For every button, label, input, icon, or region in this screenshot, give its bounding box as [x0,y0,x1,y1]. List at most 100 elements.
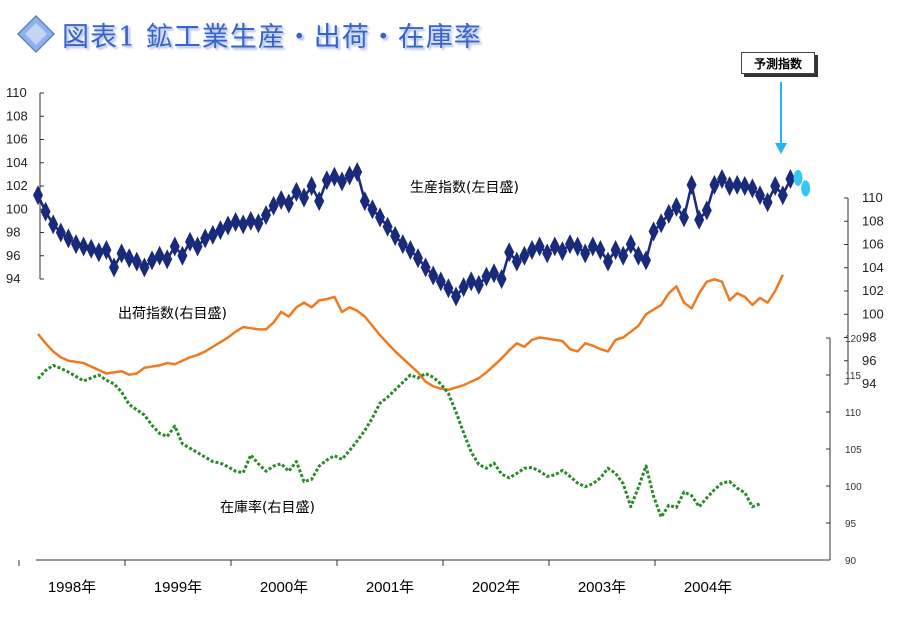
production-point-22 [200,228,211,249]
production-point-4 [63,228,74,249]
left-tick-label-4: 102 [6,178,28,193]
production-point-62 [504,242,515,263]
left-tick-label-2: 98 [6,225,20,240]
right1-tick-label-0: 94 [862,376,876,391]
production-point-61 [496,269,507,289]
production-point-80 [641,250,651,271]
x-tick-label-6: 2004年 [684,579,732,596]
right2-tick-label-2: 100 [845,482,862,493]
production-point-84 [671,196,682,217]
production-point-68 [549,236,560,257]
production-point-33 [283,193,294,214]
production-point-74 [595,239,606,260]
production-point-46 [382,216,393,237]
diamond-icon [16,14,56,54]
production-point-71 [572,236,583,257]
production-point-48 [397,234,408,255]
production-point-44 [367,199,378,220]
series-1 [793,169,811,197]
x-tick-label-3: 2001年 [366,579,414,596]
production-point-88 [701,200,712,221]
production-point-9 [101,239,112,260]
production-point-20 [185,231,195,252]
production-point-79 [633,245,644,266]
production-point-53 [435,271,446,292]
production-point-98 [777,185,788,206]
production-point-31 [268,195,279,216]
production-point-43 [359,191,370,212]
production-point-91 [724,176,735,196]
production-point-47 [390,225,401,246]
production-point-58 [473,274,484,295]
production-point-16 [154,245,165,266]
right1-tick-label-6: 106 [862,237,884,252]
production-point-57 [466,271,477,292]
production-point-6 [78,236,89,257]
production-point-66 [534,236,545,257]
production-point-29 [253,213,264,234]
x-tick-label-4: 2002年 [472,579,520,596]
production-point-77 [618,245,629,266]
right1-tick-label-2: 98 [862,330,876,345]
production-point-7 [86,238,97,259]
inventory-line [36,363,761,519]
production-point-36 [306,176,317,196]
production-point-70 [565,234,575,255]
chart-title: 図表1 鉱工業生産・出荷・在庫率 [62,21,482,53]
x-tick-label-0: 1998年 [48,579,96,596]
production-point-27 [238,214,249,235]
production-point-93 [739,176,750,196]
series-3 [36,363,761,519]
production-point-65 [527,239,537,260]
production-point-2 [48,214,59,235]
production-point-35 [299,187,309,208]
production-point-87 [694,209,705,230]
production-point-83 [663,203,674,224]
production-point-40 [337,171,347,192]
production-point-38 [321,170,332,191]
production-point-85 [679,207,689,228]
production-point-1 [40,201,51,222]
production-point-81 [648,221,659,242]
series-0 [33,162,796,307]
production-point-26 [230,212,241,233]
left-tick-label-1: 96 [6,248,20,263]
production-point-92 [732,174,743,195]
production-point-67 [542,243,553,264]
production-point-64 [519,245,530,266]
production-point-90 [717,169,727,190]
left-tick-label-8: 110 [6,85,27,100]
production-point-37 [314,191,325,212]
shipments-annotation: 出荷指数(右目盛) [118,306,227,322]
production-point-32 [276,189,287,210]
production-point-21 [192,236,203,257]
right1-tick-label-5: 104 [862,260,884,275]
production-point-76 [610,239,621,260]
production-point-97 [770,176,781,196]
right2-tick-label-4: 110 [845,408,861,419]
production-point-13 [131,251,142,272]
forecast-label-box: 予測指数 [741,52,815,74]
production-point-82 [656,213,667,234]
production-point-15 [147,250,157,271]
production-point-69 [557,241,568,262]
production-point-54 [443,278,454,299]
left-tick-label-7: 108 [6,108,28,123]
production-point-52 [428,265,439,286]
x-tick-label-5: 2003年 [578,579,626,596]
production-point-50 [413,248,423,269]
right2-tick-label-5: 115 [845,371,861,382]
forecast-point-0 [793,169,803,186]
production-point-25 [223,215,233,236]
production-point-56 [458,277,469,298]
x-tick-label-1: 1999年 [154,579,202,596]
title-bar: 図表1 鉱工業生産・出荷・在庫率 [16,14,482,54]
inventory-annotation: 在庫率(右目盛) [220,499,315,516]
production-point-95 [755,185,765,206]
production-point-60 [489,263,499,284]
production-point-28 [245,210,256,231]
production-point-49 [405,239,416,260]
production-point-3 [55,222,66,243]
production-point-10 [109,257,119,278]
